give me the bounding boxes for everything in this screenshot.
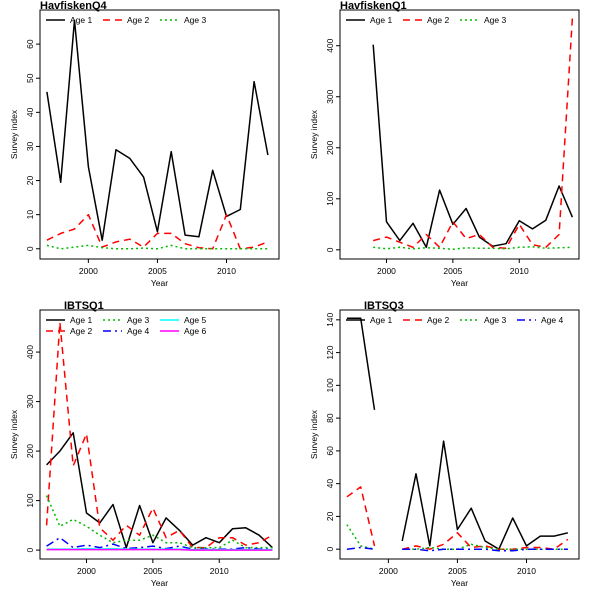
chart-panel-3: IBTSQ1 2000 2005 2010 0 100 200 300 400 Year Surve… [9,300,280,588]
x-tick-label: 2010 [517,566,536,576]
legend-label: Age 6 [184,326,206,336]
legend-label: Age 3 [484,15,506,25]
y-tick-label: 0 [25,547,35,552]
series-line-age-2 [46,213,269,250]
y-tick-label: 200 [325,140,335,154]
y-tick-label: 60 [325,446,335,456]
legend-label: Age 5 [184,315,206,325]
legend-label: Age 3 [184,15,206,25]
x-tick-label: 2010 [510,266,529,276]
x-tick-label: 2000 [79,266,98,276]
legend-label: Age 1 [70,315,92,325]
y-tick-label: 40 [25,107,35,117]
y-tick-label: 50 [25,73,35,83]
chart-title: IBTSQ1 [64,300,104,312]
y-axis-label: Survey index [9,109,19,159]
x-tick-label: 2005 [443,266,462,276]
series-line-age-3 [373,246,573,251]
x-tick-label: 2000 [377,266,396,276]
y-tick-label: 20 [325,511,335,521]
legend-label: Age 2 [427,15,449,25]
x-axis-label: Year [151,578,168,588]
series-line-age-1 [46,19,269,241]
chart-panel-4: IBTSQ3 2000 2005 2010 0 20 40 60 80 100 120 140 Year… [309,300,580,588]
y-tick-label: 0 [325,247,335,252]
series-line-age-6 [46,548,273,551]
y-tick-label: 140 [325,312,335,326]
chart-title: IBTSQ3 [364,300,404,312]
plot-frame [339,309,580,560]
series-line-age-1 [46,432,273,549]
y-axis-label: Survey index [9,409,19,459]
y-tick-label: 400 [325,38,335,52]
series-line-age-2 [346,486,569,550]
y-tick-label: 0 [325,547,335,552]
x-tick-label: 2005 [448,566,467,576]
series-line-age-3 [346,524,568,550]
y-tick-label: 100 [325,378,335,392]
plot-frame [39,309,280,560]
legend-label: Age 2 [127,15,149,25]
x-tick-label: 2005 [143,566,162,576]
legend-label: Age 4 [127,326,149,336]
plot-frame [39,9,280,260]
y-axis-label: Survey index [309,409,319,459]
series-line-age-4 [46,536,273,550]
y-tick-label: 100 [325,191,335,205]
series-line-age-2 [373,17,574,250]
chart-panel-1: HavfiskenQ4 2000 2005 2010 0 10 20 30 40 50 60 Year… [9,0,280,288]
x-tick-label: 2010 [217,266,236,276]
plot-frame [339,9,580,260]
x-tick-label: 2010 [210,566,229,576]
y-tick-label: 0 [25,246,35,251]
series-line-age-4 [346,546,568,552]
x-tick-label: 2000 [379,566,398,576]
legend-label: Age 2 [427,315,449,325]
legend-label: Age 3 [127,315,149,325]
y-tick-label: 200 [25,444,35,458]
y-tick-label: 400 [25,345,35,359]
y-tick-label: 30 [25,141,35,151]
legend-label: Age 1 [370,15,392,25]
y-tick-label: 20 [25,176,35,186]
y-tick-label: 80 [325,413,335,423]
legend-label: Age 1 [70,15,92,25]
legend-label: Age 3 [484,315,506,325]
chart-title: HavfiskenQ4 [40,0,108,12]
series-line-age-1 [372,44,574,249]
legend-label: Age 1 [370,315,392,325]
legend-label: Age 2 [70,326,92,336]
y-tick-label: 10 [25,210,35,220]
x-axis-label: Year [451,278,468,288]
legend-label: Age 4 [541,315,563,325]
x-tick-label: 2000 [77,566,96,576]
x-tick-label: 2005 [148,266,167,276]
y-tick-label: 120 [325,345,335,359]
y-tick-label: 100 [25,493,35,507]
y-tick-label: 300 [325,89,335,103]
chart-panel-2: HavfiskenQ1 2000 2005 2010 0 100 200 300 400 Year… [309,0,580,288]
y-axis-label: Survey index [309,109,319,159]
y-tick-label: 40 [325,479,335,489]
series-line-age-3 [45,495,273,549]
series-line-age-1 [346,317,569,550]
chart-title: HavfiskenQ1 [340,0,407,12]
y-tick-label: 300 [25,394,35,408]
x-axis-label: Year [451,578,468,588]
y-tick-label: 60 [25,39,35,49]
series-line-age-2 [45,321,273,549]
x-axis-label: Year [151,278,168,288]
series-line-age-3 [46,244,268,250]
